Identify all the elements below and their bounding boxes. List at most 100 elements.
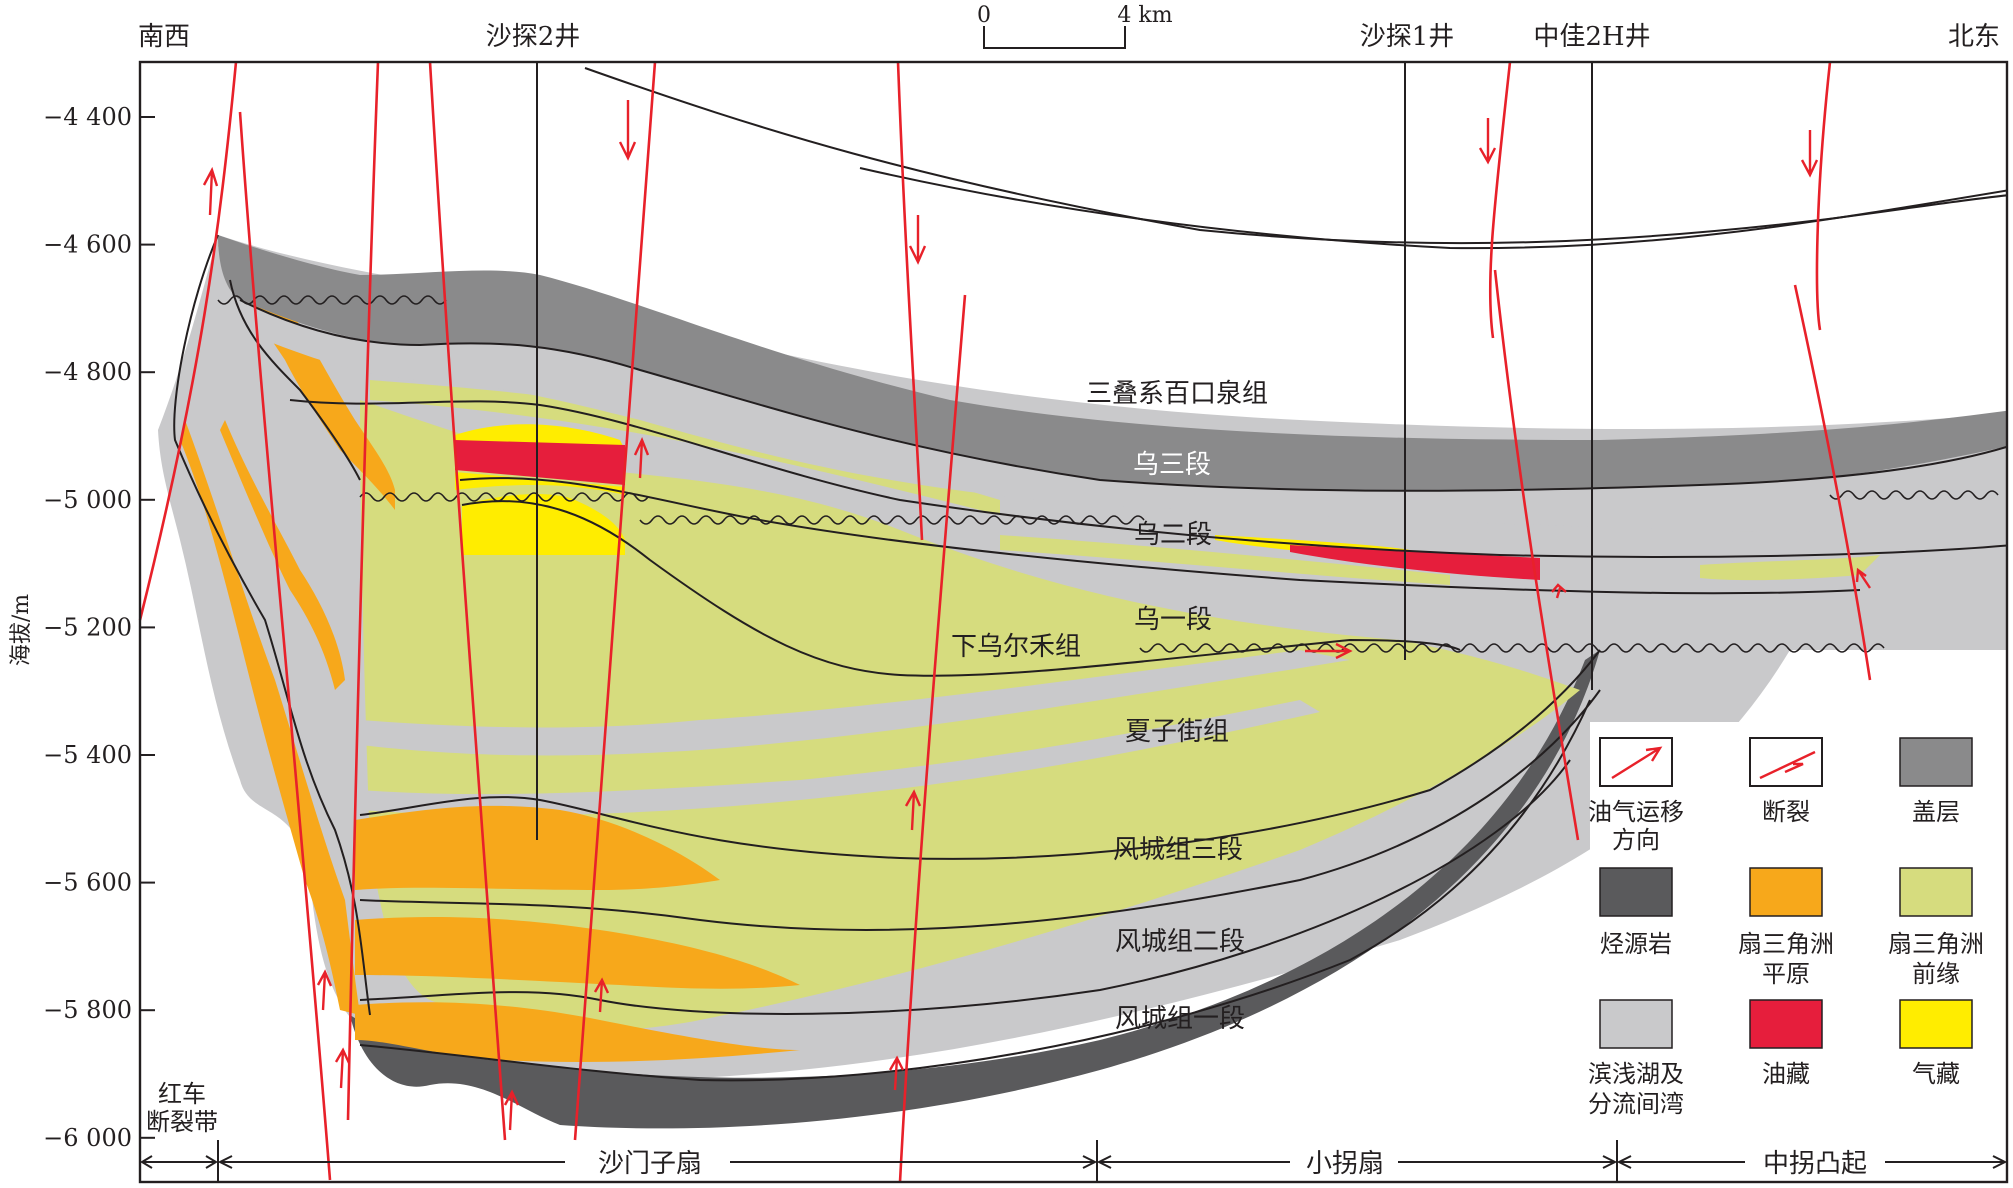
cap-rock-swatch — [1899, 737, 1973, 787]
legend-label: 平原 — [1762, 960, 1810, 988]
zone-xiaoguai: 小拐扇 — [1306, 1149, 1384, 1179]
stratum-fengcheng1: 风城组一段 — [1115, 1004, 1245, 1034]
slip-arrow-9 — [316, 969, 333, 1011]
scale-bar — [983, 26, 1126, 49]
legend-item-gas: 气藏 — [1899, 999, 1973, 1088]
slip-arrow-4 — [1478, 118, 1497, 165]
slip-arrow-11 — [593, 977, 610, 1013]
shore-lake-swatch — [1599, 999, 1673, 1049]
zone-shamenzi: 沙门子扇 — [598, 1149, 702, 1179]
gas-reservoir-shatan2 — [462, 494, 625, 555]
horizon-left-2 — [229, 279, 361, 481]
horizon-deep — [359, 699, 1591, 1082]
unconformity — [217, 295, 1999, 653]
slip-arrow-6 — [633, 436, 650, 479]
oil-reservoir-swatch — [1749, 999, 1823, 1049]
slip-arrow-5 — [1800, 130, 1819, 178]
legend-label: 油藏 — [1762, 1060, 1810, 1088]
oil-reservoir-shatan2 — [455, 440, 625, 485]
legend-item-fan-front: 扇三角洲 前缘 — [1888, 867, 1984, 988]
y-tick-label: −5 800 — [43, 996, 132, 1024]
y-tick-label: −6 000 — [43, 1124, 132, 1152]
legend-item-source-rock: 烃源岩 — [1599, 867, 1673, 958]
y-axis: −4 400 −4 600 −4 800 −5 000 −5 200 −5 400 −5 6… — [43, 103, 155, 1152]
gas-reservoir-swatch — [1899, 999, 1973, 1049]
faults — [138, 61, 1872, 1183]
wells — [536, 62, 1593, 840]
fault-4 — [428, 61, 507, 1141]
lake-tongue-lower — [360, 700, 1320, 816]
fault-5 — [573, 61, 657, 1141]
lake-tongue-mid — [360, 650, 1350, 756]
unconformity-wavy-mid — [639, 515, 1145, 525]
fault-11 — [1793, 284, 1872, 681]
unconformity-wavy-main — [359, 492, 649, 502]
y-tick-label: −5 600 — [43, 869, 132, 897]
horizon-fengcheng3-top — [359, 649, 1601, 860]
horizon-xiazijie-top — [461, 500, 1461, 677]
fan-front-stripe-wu — [370, 380, 1000, 515]
zone-hongche-line1: 红车 — [158, 1080, 206, 1108]
fault-9 — [1493, 269, 1580, 841]
horizon-cap-base — [239, 299, 2007, 492]
stratum-lower-wuerhe: 下乌尔禾组 — [951, 632, 1081, 662]
wu3-band — [240, 300, 2007, 532]
slip-arrow-10 — [334, 1047, 351, 1089]
y-tick-label: −5 400 — [43, 741, 132, 769]
stratum-wu2: 乌二段 — [1134, 520, 1212, 550]
source-rock-swatch — [1599, 867, 1673, 917]
slip-arrow-7 — [904, 789, 922, 831]
legend-label: 气藏 — [1912, 1060, 1960, 1088]
y-tick-label: −4 800 — [43, 358, 132, 386]
stratum-wu3: 乌三段 — [1133, 450, 1211, 480]
legend-label: 油气运移 — [1588, 798, 1684, 826]
horizon-fengcheng2-top — [359, 689, 1601, 932]
fault-8 — [1488, 61, 1512, 339]
unconformity-wavy-east — [1829, 490, 1999, 500]
oil-reservoir-wu2 — [1290, 545, 1540, 580]
slip-arrow-1 — [202, 166, 219, 216]
legend-label: 方向 — [1612, 826, 1660, 854]
direction-northeast: 北东 — [1948, 22, 2000, 52]
horizon-left-1 — [173, 234, 371, 1016]
section-body — [158, 235, 2007, 1129]
legend-label: 分流间湾 — [1588, 1090, 1684, 1118]
fengcheng3-plain — [355, 805, 720, 890]
zone-dividers — [140, 1140, 2008, 1182]
direction-southwest: 南西 — [138, 22, 190, 52]
fengcheng2-plain — [355, 917, 800, 989]
fault-7 — [898, 294, 967, 1183]
fault-arrows — [202, 100, 1871, 1131]
slip-arrow-3 — [908, 215, 927, 265]
y-tick-label: −5 000 — [43, 486, 132, 514]
zone-zhongguai: 中拐凸起 — [1763, 1149, 1867, 1179]
legend: 油气运移 方向 断裂 盖层 烃源岩 扇三角洲 平原 扇三角洲 前缘 — [1588, 722, 1994, 1122]
y-tick-label: −4 600 — [43, 231, 132, 259]
legend-item-oil: 油藏 — [1749, 999, 1823, 1088]
fault-3 — [346, 61, 380, 1121]
fan-front-stripe-right — [1700, 555, 1880, 581]
slip-arrow-13 — [1551, 583, 1567, 599]
source-rock-band — [350, 650, 1600, 1129]
fengcheng1-plain — [355, 1002, 800, 1062]
fan-plain-left-strip — [180, 420, 360, 1015]
slip-arrow-2 — [618, 100, 637, 161]
scale-bar-start: 0 — [977, 3, 991, 28]
legend-item-cap-rock: 盖层 — [1899, 737, 1973, 826]
well-label-shatan1: 沙探1井 — [1360, 22, 1455, 52]
legend-label: 滨浅湖及 — [1588, 1060, 1684, 1088]
stratum-wu1: 乌一段 — [1134, 605, 1212, 635]
horizon-wu2-base — [459, 477, 1861, 595]
legend-label: 前缘 — [1912, 960, 1960, 988]
y-axis-label: 海拔/m — [9, 594, 34, 666]
section-frame — [138, 60, 2009, 1184]
fan-delta-front-swatch — [1899, 867, 1973, 917]
well-label-zhongjia2h: 中佳2H井 — [1533, 22, 1650, 52]
migration-arrows — [1305, 642, 1353, 660]
migration-arrow-1 — [1305, 642, 1353, 660]
stratum-fengcheng3: 风城组三段 — [1113, 835, 1243, 865]
horizon-top-upper — [584, 67, 2007, 245]
fault-2 — [238, 111, 332, 1181]
fault-10 — [1815, 61, 1832, 331]
